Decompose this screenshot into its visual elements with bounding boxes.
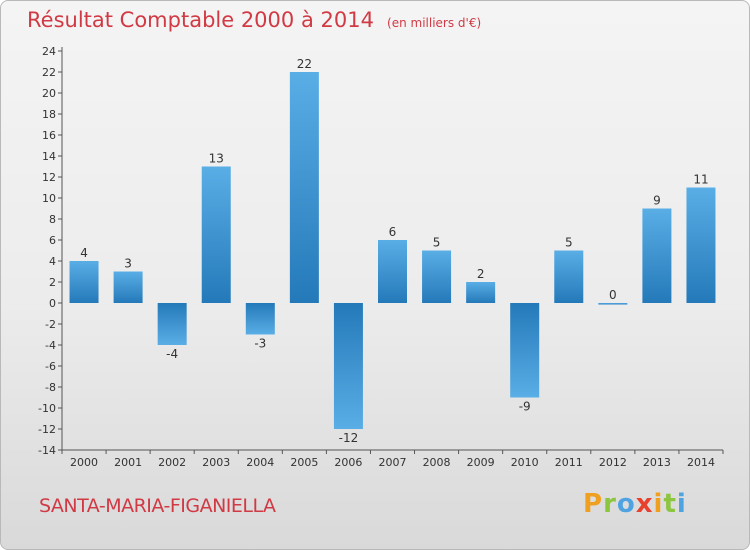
y-tick-label: 8 xyxy=(49,213,56,226)
logo-letter: o xyxy=(616,489,636,519)
y-tick-label: -4 xyxy=(45,339,56,352)
logo-letter: i xyxy=(676,489,687,519)
y-tick-label: -6 xyxy=(45,360,56,373)
y-tick-label: 10 xyxy=(42,192,56,205)
proxiti-logo: Proxiti xyxy=(583,489,687,519)
data-label: 5 xyxy=(433,236,441,250)
bar xyxy=(422,250,452,303)
x-tick-label: 2004 xyxy=(246,456,274,469)
y-tick-label: -2 xyxy=(45,318,56,331)
data-label: -3 xyxy=(254,337,266,351)
x-tick-label: 2006 xyxy=(334,456,362,469)
x-tick-label: 2011 xyxy=(555,456,583,469)
y-tick-label: 6 xyxy=(49,234,56,247)
x-tick-label: 2005 xyxy=(290,456,318,469)
data-label: 0 xyxy=(609,288,617,302)
y-tick-label: 18 xyxy=(42,108,56,121)
logo-letter: r xyxy=(603,489,617,519)
commune-name: SANTA-MARIA-FIGANIELLA xyxy=(39,495,276,517)
y-tick-label: 24 xyxy=(42,45,56,58)
data-label: -12 xyxy=(339,431,359,445)
bar xyxy=(554,250,584,303)
data-label: 5 xyxy=(565,236,573,250)
y-tick-label: 2 xyxy=(49,276,56,289)
x-tick-label: 2012 xyxy=(599,456,627,469)
y-tick-label: 20 xyxy=(42,87,56,100)
y-tick-label: -10 xyxy=(38,402,56,415)
y-tick-label: -12 xyxy=(38,423,56,436)
x-tick-label: 2010 xyxy=(511,456,539,469)
bar xyxy=(69,261,99,303)
logo-letter: x xyxy=(635,489,654,519)
data-label: 22 xyxy=(297,57,312,71)
bar xyxy=(510,303,540,398)
x-tick-label: 2003 xyxy=(202,456,230,469)
logo-letter: P xyxy=(583,489,604,519)
x-tick-label: 2008 xyxy=(423,456,451,469)
x-tick-label: 2001 xyxy=(114,456,142,469)
x-tick-label: 2000 xyxy=(70,456,98,469)
logo-letter: t xyxy=(663,489,677,519)
bar xyxy=(157,303,187,345)
data-label: 9 xyxy=(653,194,661,208)
y-tick-label: -8 xyxy=(45,381,56,394)
chart-title: Résultat Comptable 2000 à 2014 xyxy=(27,8,374,32)
y-tick-label: 22 xyxy=(42,66,56,79)
title-row: Résultat Comptable 2000 à 2014 (en milli… xyxy=(27,8,481,32)
bar xyxy=(245,303,275,335)
y-tick-label: 16 xyxy=(42,129,56,142)
data-label: 13 xyxy=(209,152,224,166)
axes: -14-12-10-8-6-4-202468101214161820222420… xyxy=(38,45,724,469)
x-tick-label: 2009 xyxy=(467,456,495,469)
x-tick-label: 2014 xyxy=(687,456,715,469)
logo-letter: i xyxy=(653,489,664,519)
data-label: -4 xyxy=(166,347,178,361)
y-tick-label: -14 xyxy=(38,444,56,457)
data-label: -9 xyxy=(519,400,531,414)
bar xyxy=(598,303,628,305)
data-label: 6 xyxy=(389,225,397,239)
bar xyxy=(466,282,496,303)
bar xyxy=(642,208,672,303)
data-label: 2 xyxy=(477,267,485,281)
value-labels: 4 3 -4 13 -3 22 -12 6 5 2 -9 5 0 9 11 xyxy=(80,57,708,445)
chart-subtitle: (en milliers d'€) xyxy=(387,16,482,30)
data-label: 11 xyxy=(693,173,708,187)
x-tick-label: 2002 xyxy=(158,456,186,469)
data-label: 3 xyxy=(124,257,132,271)
y-tick-label: 4 xyxy=(49,255,56,268)
bar xyxy=(333,303,363,429)
x-tick-label: 2007 xyxy=(379,456,407,469)
y-tick-label: 0 xyxy=(49,297,56,310)
bar xyxy=(289,72,319,303)
bars xyxy=(69,72,716,429)
x-tick-label: 2013 xyxy=(643,456,671,469)
y-tick-label: 12 xyxy=(42,171,56,184)
data-label: 4 xyxy=(80,246,88,260)
y-tick-label: 14 xyxy=(42,150,56,163)
bar xyxy=(113,271,143,303)
bar xyxy=(686,187,716,303)
bar xyxy=(201,166,231,303)
bar xyxy=(378,240,407,303)
